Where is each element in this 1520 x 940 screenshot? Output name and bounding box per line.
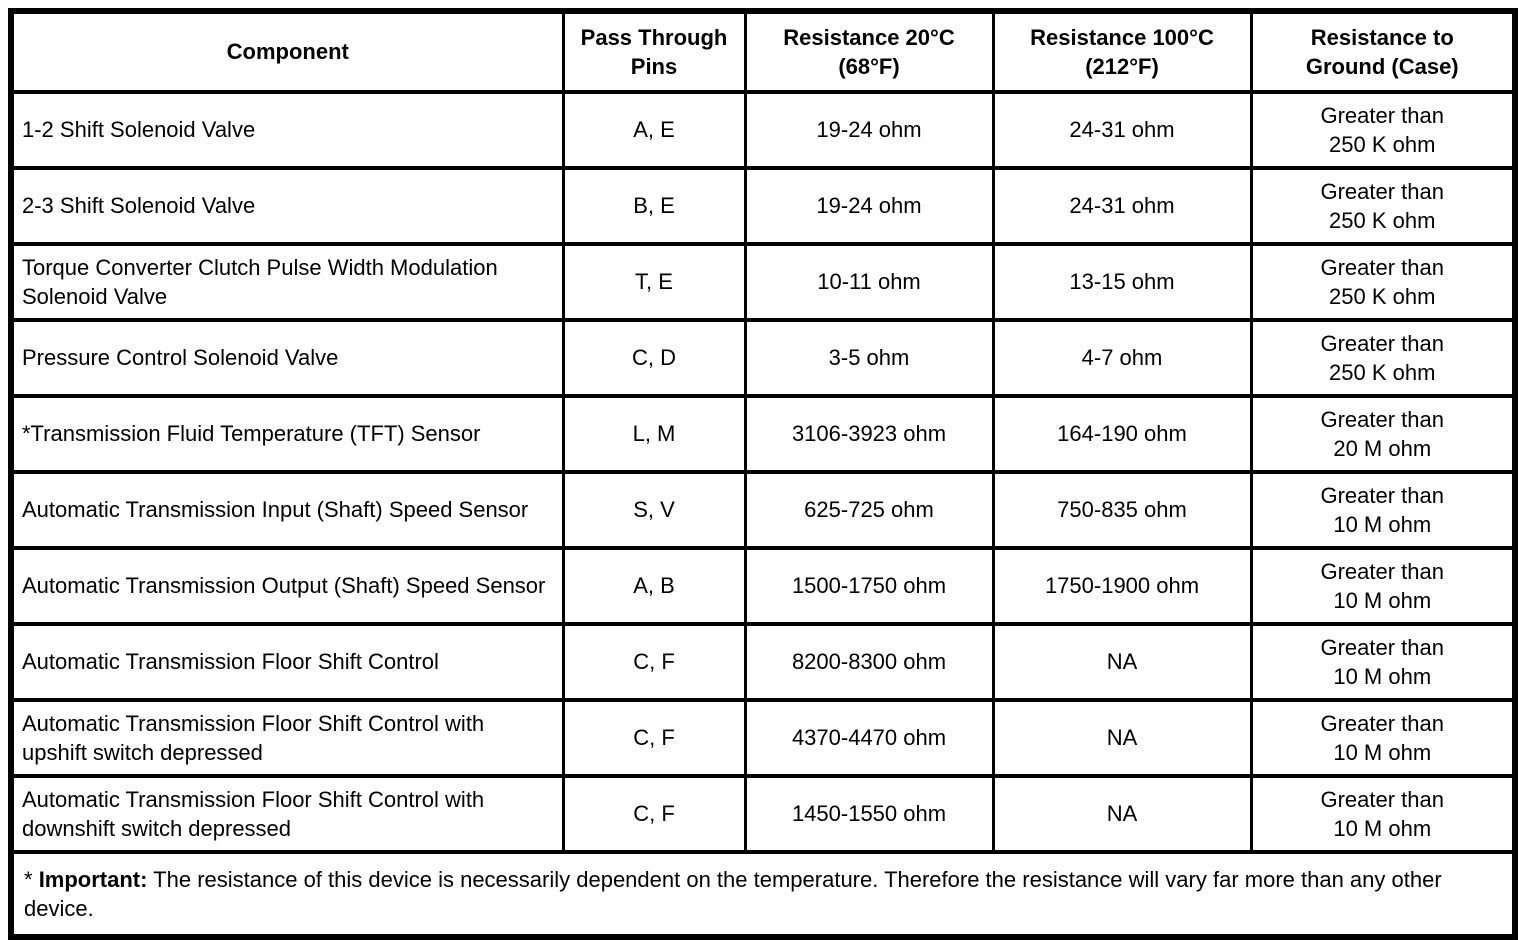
table-row: Pressure Control Solenoid Valve C, D 3-5 o… [9,318,1517,398]
component-cell: Automatic Transmission Floor Shift Contr… [9,622,565,702]
footnote-text: The resistance of this device is necessa… [24,866,1442,921]
pass-through-pins-cell: T, E [561,242,747,322]
pass-through-pins-cell: C, F [561,698,747,778]
pass-through-pins-cell: B, E [561,166,747,246]
component-cell: Automatic Transmission Floor Shift Contr… [9,698,565,778]
resistance-20c-cell: 8200-8300 ohm [743,622,995,702]
component-cell: Automatic Transmission Input (Shaft) Spe… [9,470,565,550]
resistance-to-ground-cell: Greater than 250 K ohm [1249,242,1517,322]
component-cell: Pressure Control Solenoid Valve [9,318,565,398]
resistance-to-ground-cell: Greater than 250 K ohm [1249,166,1517,246]
column-header-resistance-20c: Resistance 20°C (68°F) [743,9,995,94]
component-cell: Automatic Transmission Output (Shaft) Sp… [9,546,565,626]
column-header-pass-through-pins: Pass Through Pins [561,9,747,94]
component-cell: Torque Converter Clutch Pulse Width Modu… [9,242,565,322]
resistance-100c-cell: NA [991,698,1253,778]
resistance-20c-cell: 1450-1550 ohm [743,774,995,854]
header-row: Component Pass Through Pins Resistance 20°… [9,9,1517,94]
column-header-component: Component [9,9,565,94]
table-row: Automatic Transmission Floor Shift Contr… [9,622,1517,702]
resistance-100c-cell: 164-190 ohm [991,394,1253,474]
table-row: Automatic Transmission Floor Shift Contr… [9,774,1517,854]
resistance-to-ground-cell: Greater than 10 M ohm [1249,470,1517,550]
component-cell: *Transmission Fluid Temperature (TFT) Se… [9,394,565,474]
pass-through-pins-cell: L, M [561,394,747,474]
resistance-100c-cell: NA [991,622,1253,702]
resistance-100c-cell: 750-835 ohm [991,470,1253,550]
table-row: Automatic Transmission Output (Shaft) Sp… [9,546,1517,626]
component-cell: Automatic Transmission Floor Shift Contr… [9,774,565,854]
component-cell: 2-3 Shift Solenoid Valve [9,166,565,246]
pass-through-pins-cell: S, V [561,470,747,550]
pass-through-pins-cell: C, D [561,318,747,398]
resistance-to-ground-cell: Greater than 20 M ohm [1249,394,1517,474]
resistance-20c-cell: 3106-3923 ohm [743,394,995,474]
column-header-resistance-to-ground: Resistance to Ground (Case) [1249,9,1517,94]
resistance-to-ground-cell: Greater than 10 M ohm [1249,546,1517,626]
resistance-20c-cell: 625-725 ohm [743,470,995,550]
resistance-100c-cell: 13-15 ohm [991,242,1253,322]
table-row: 1-2 Shift Solenoid Valve A, E 19-24 ohm 24-… [9,90,1517,170]
resistance-20c-cell: 1500-1750 ohm [743,546,995,626]
resistance-to-ground-cell: Greater than 10 M ohm [1249,698,1517,778]
resistance-to-ground-cell: Greater than 250 K ohm [1249,90,1517,170]
table-row: Automatic Transmission Floor Shift Contr… [9,698,1517,778]
column-header-resistance-100c: Resistance 100°C (212°F) [991,9,1253,94]
table-row: Automatic Transmission Input (Shaft) Spe… [9,470,1517,550]
pass-through-pins-cell: A, B [561,546,747,626]
component-cell: 1-2 Shift Solenoid Valve [9,90,565,170]
resistance-100c-cell: 4-7 ohm [991,318,1253,398]
resistance-to-ground-cell: Greater than 250 K ohm [1249,318,1517,398]
resistance-20c-cell: 10-11 ohm [743,242,995,322]
resistance-20c-cell: 19-24 ohm [743,90,995,170]
resistance-20c-cell: 3-5 ohm [743,318,995,398]
pass-through-pins-cell: C, F [561,774,747,854]
document-page: Component Pass Through Pins Resistance 20°… [8,8,1518,940]
resistance-20c-cell: 4370-4470 ohm [743,698,995,778]
footnote-marker: * [24,866,39,892]
resistance-100c-cell: NA [991,774,1253,854]
table-body: 1-2 Shift Solenoid Valve A, E 19-24 ohm 24-… [9,90,1517,854]
footnote-important-label: Important: [38,866,148,892]
resistance-100c-cell: 24-31 ohm [991,90,1253,170]
resistance-to-ground-cell: Greater than 10 M ohm [1249,622,1517,702]
resistance-to-ground-cell: Greater than 10 M ohm [1249,774,1517,854]
resistance-100c-cell: 1750-1900 ohm [991,546,1253,626]
table-row: 2-3 Shift Solenoid Valve B, E 19-24 ohm 24-… [9,166,1517,246]
resistance-100c-cell: 24-31 ohm [991,166,1253,246]
resistance-specification-table: Component Pass Through Pins Resistance 20°… [8,8,1518,940]
pass-through-pins-cell: A, E [561,90,747,170]
footnote-cell: * Important: The resistance of this devi… [9,850,1517,939]
pass-through-pins-cell: C, F [561,622,747,702]
resistance-20c-cell: 19-24 ohm [743,166,995,246]
table-row: *Transmission Fluid Temperature (TFT) Se… [9,394,1517,474]
table-row: Torque Converter Clutch Pulse Width Modu… [9,242,1517,322]
footnote-row: * Important: The resistance of this devi… [9,850,1517,939]
